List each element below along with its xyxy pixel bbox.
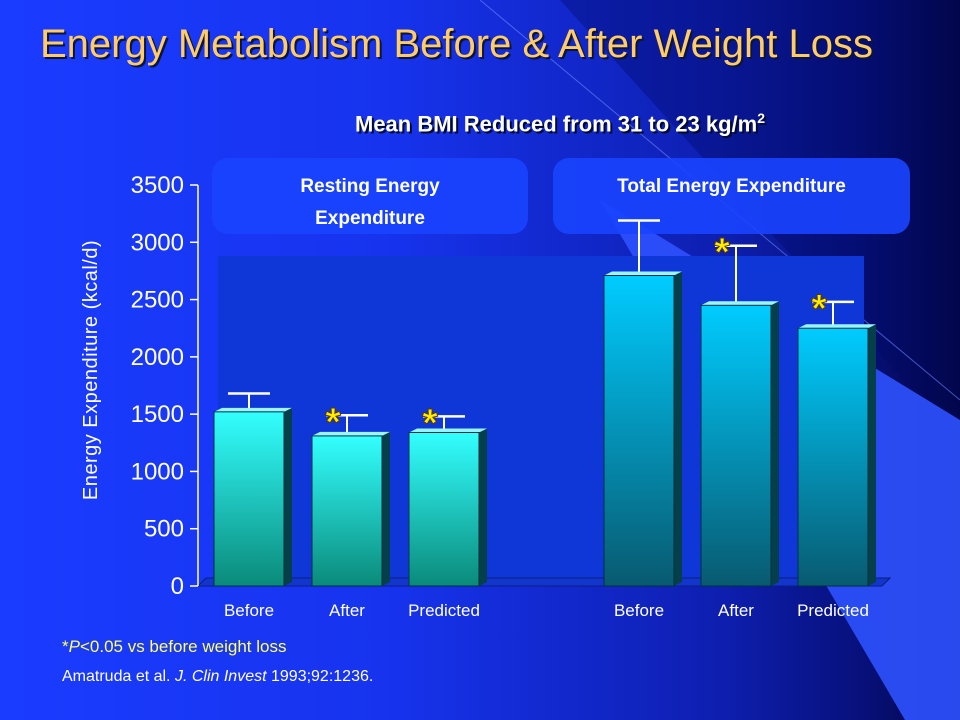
citation-journal: J. Clin Invest [174,668,267,685]
significance-star: * [325,400,341,444]
bar-side [479,428,487,586]
y-tick-label: 2000 [131,344,184,371]
x-category-label: Before [224,601,274,620]
y-tick-label: 3500 [131,172,184,199]
slide-title: Energy Metabolism Before & After Weight … [40,22,873,66]
bar-side [868,324,876,586]
x-category-label: After [329,601,365,620]
bar [213,411,285,587]
footnote-asterisk: * [62,637,69,656]
bar-top [214,407,292,412]
bar-side [771,301,779,586]
citation-authors: Amatruda et al. [62,668,175,685]
group-label-line: Expenditure [315,208,425,229]
subtitle: Mean BMI Reduced from 31 to 23 kg/m2 [355,110,765,137]
subtitle-text: Mean BMI Reduced from 31 to 23 kg/m [355,111,758,137]
bar [408,431,480,587]
bar-side [382,431,390,586]
bar-side [284,407,292,586]
footnote-p: P [68,637,80,656]
bar-top [604,271,682,276]
x-category-label: Before [614,601,664,620]
y-axis-label: Energy Expenditure (kcal/d) [80,240,102,500]
bar [700,304,772,587]
citation: Amatruda et al. J. Clin Invest 1993;92:1… [62,668,373,686]
y-tick-label: 1000 [131,458,184,485]
bar-top [701,301,779,306]
bar [311,435,383,587]
subtitle-superscript: 2 [757,110,765,126]
y-tick-label: 2500 [131,287,184,314]
x-category-label: After [718,601,754,620]
x-category-label: Predicted [797,601,869,620]
y-tick-label: 1500 [131,401,184,428]
bar-side [674,271,682,586]
footnote-text: <0.05 vs before weight loss [79,637,287,656]
bar [797,327,869,587]
chart-floor [196,577,892,587]
y-tick-label: 500 [144,516,184,543]
significance-star: * [422,401,438,445]
y-tick-label: 3000 [131,229,184,256]
x-category-label: Predicted [408,601,480,620]
bar-top [312,431,390,436]
bar [603,275,675,587]
y-tick-label: 0 [171,573,184,600]
citation-details: 1993;92:1236. [266,668,374,685]
bar-top [798,324,876,329]
group-label-line: Resting Energy [300,176,440,197]
footnote: *P<0.05 vs before weight loss [62,637,286,657]
significance-star: * [811,287,827,331]
group-label: Total Energy Expenditure [617,176,846,197]
significance-star: * [714,231,730,275]
group-label-box [553,158,910,234]
group-label-box [212,158,528,234]
bar-top [409,428,487,433]
